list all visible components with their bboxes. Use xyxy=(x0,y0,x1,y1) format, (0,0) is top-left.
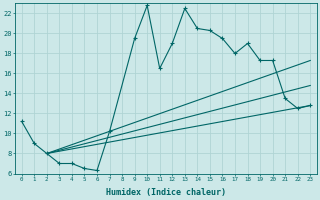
X-axis label: Humidex (Indice chaleur): Humidex (Indice chaleur) xyxy=(106,188,226,197)
